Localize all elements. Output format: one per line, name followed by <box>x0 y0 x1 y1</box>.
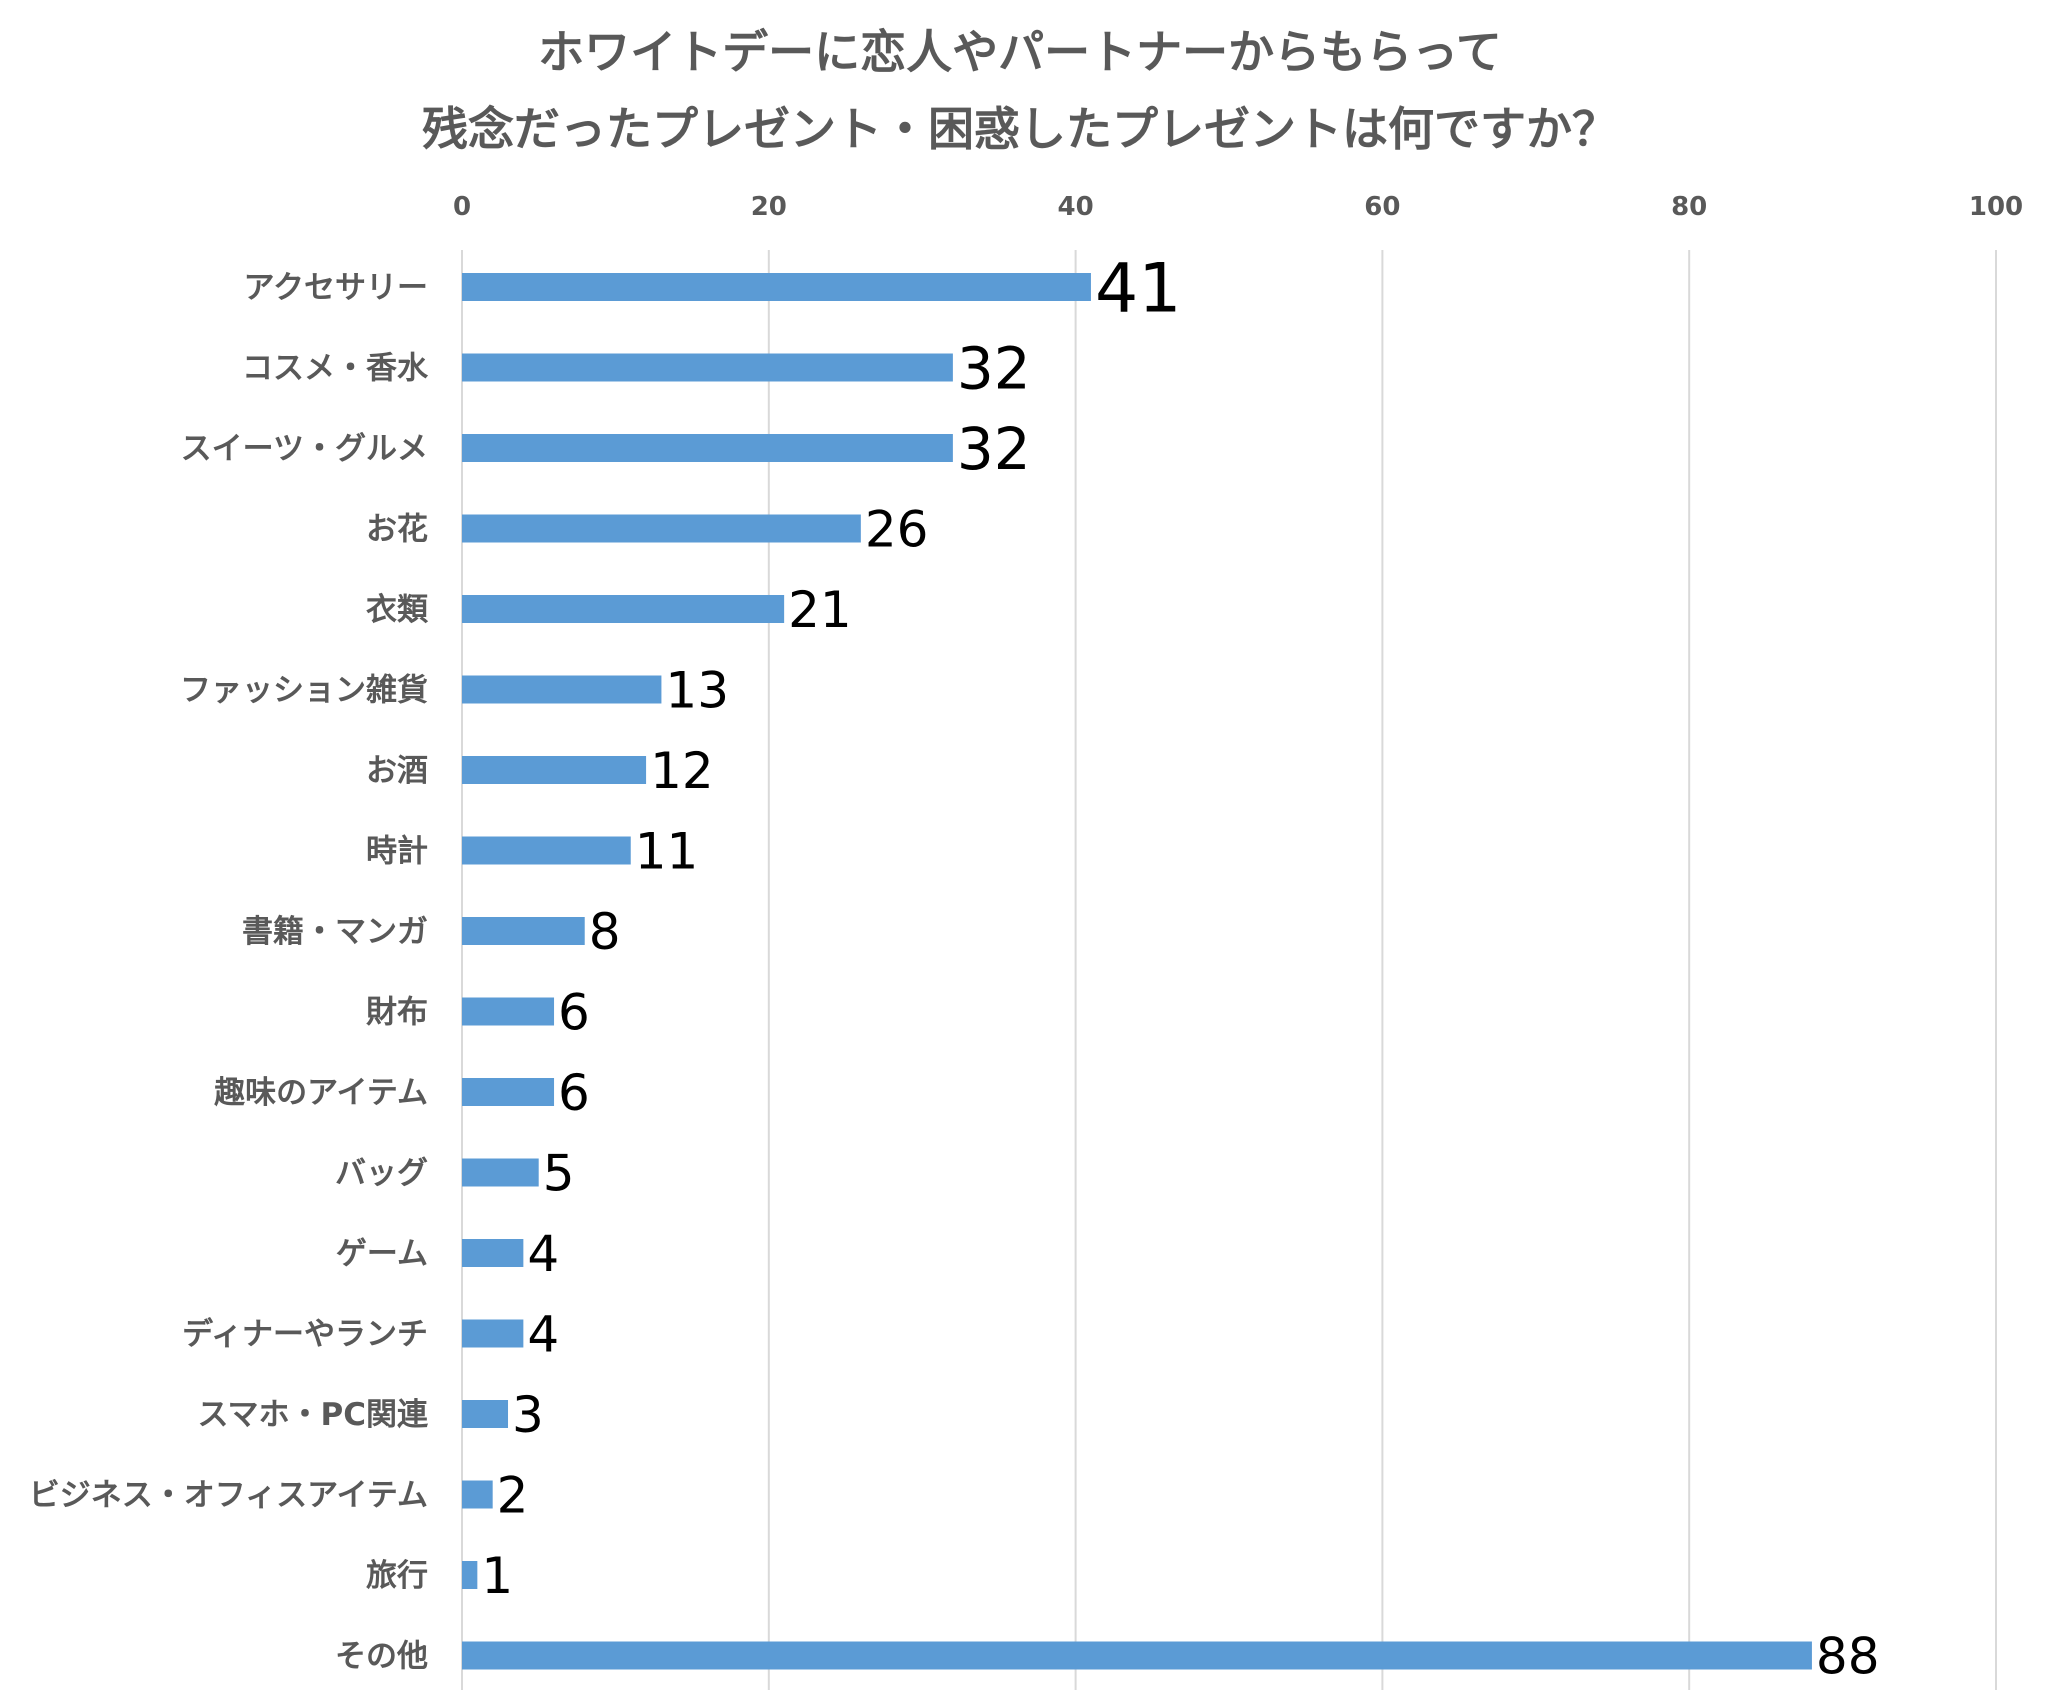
category-label-12: ゲーム <box>336 1236 428 1272</box>
x-tick-label-40: 40 <box>1058 192 1094 222</box>
category-label-14: スマホ・PC関連 <box>197 1397 429 1433</box>
bar-2 <box>462 434 953 462</box>
data-label-13: 4 <box>527 1306 559 1364</box>
gridlines <box>461 250 1997 1690</box>
bar-7 <box>462 836 631 865</box>
bar-8 <box>462 917 585 945</box>
x-tick-label-0: 0 <box>453 192 471 222</box>
data-label-1: 32 <box>957 334 1031 402</box>
bar-1 <box>462 353 953 382</box>
data-label-9: 6 <box>558 984 590 1042</box>
bar-6 <box>462 756 647 784</box>
category-label-6: お酒 <box>366 753 428 789</box>
data-label-3: 26 <box>865 501 929 559</box>
category-label-8: 書籍・マンガ <box>242 914 428 950</box>
chart-title-line-1: ホワイトデーに恋人やパートナーからもらって <box>538 25 1502 79</box>
data-label-7: 11 <box>635 823 699 881</box>
bar-10 <box>462 1078 555 1106</box>
category-label-7: 時計 <box>366 834 428 870</box>
category-label-13: ディナーやランチ <box>182 1317 428 1353</box>
bar-0 <box>462 273 1091 301</box>
chart-title-line-2: 残念だったプレゼント・困惑したプレゼントは何ですか？ <box>422 102 1618 156</box>
bar-13 <box>462 1319 524 1348</box>
category-label-17: その他 <box>335 1639 428 1675</box>
category-label-16: 旅行 <box>366 1558 428 1594</box>
category-label-5: ファッション雑貨 <box>180 673 428 709</box>
chart-title: ホワイトデーに恋人やパートナーからもらって 残念だったプレゼント・困惑したプレゼ… <box>422 25 1618 156</box>
x-tick-label-80: 80 <box>1671 192 1707 222</box>
data-label-0: 41 <box>1095 249 1182 328</box>
bar-3 <box>462 514 861 543</box>
data-label-4: 21 <box>788 581 852 639</box>
category-label-15: ビジネス・オフィスアイテム <box>29 1478 428 1514</box>
category-label-10: 趣味のアイテム <box>214 1075 428 1111</box>
category-labels: アクセサリーコスメ・香水スイーツ・グルメお花衣類ファッション雑貨お酒時計書籍・マ… <box>29 270 429 1675</box>
data-label-17: 88 <box>1816 1628 1880 1686</box>
category-label-9: 財布 <box>366 995 428 1031</box>
bar-14 <box>462 1400 509 1428</box>
category-label-0: アクセサリー <box>244 270 428 306</box>
data-label-8: 8 <box>589 903 621 961</box>
bar-4 <box>462 595 785 623</box>
x-tick-label-20: 20 <box>751 192 787 222</box>
bar-11 <box>462 1158 539 1187</box>
data-label-2: 32 <box>957 415 1031 483</box>
data-label-6: 12 <box>650 742 714 800</box>
data-label-10: 6 <box>558 1064 590 1122</box>
data-label-5: 13 <box>665 662 729 720</box>
bar-series <box>462 273 1812 1670</box>
data-label-16: 1 <box>481 1547 513 1605</box>
data-label-14: 3 <box>512 1386 544 1444</box>
data-label-12: 4 <box>527 1225 559 1283</box>
data-label-11: 5 <box>543 1145 575 1203</box>
x-tick-label-100: 100 <box>1969 192 2023 222</box>
category-label-2: スイーツ・グルメ <box>181 431 428 467</box>
category-label-4: 衣類 <box>366 592 429 628</box>
bar-16 <box>462 1561 478 1589</box>
bar-12 <box>462 1239 524 1267</box>
x-tick-label-60: 60 <box>1364 192 1400 222</box>
bar-17 <box>462 1641 1812 1670</box>
category-label-11: バッグ <box>335 1156 428 1192</box>
category-label-3: お花 <box>366 512 428 548</box>
bar-15 <box>462 1480 493 1509</box>
category-label-1: コスメ・香水 <box>242 351 429 387</box>
bar-9 <box>462 997 555 1026</box>
data-label-15: 2 <box>497 1467 529 1525</box>
bar-5 <box>462 675 662 704</box>
x-axis-tick-labels: 0 20 40 60 80 100 <box>453 192 2023 222</box>
